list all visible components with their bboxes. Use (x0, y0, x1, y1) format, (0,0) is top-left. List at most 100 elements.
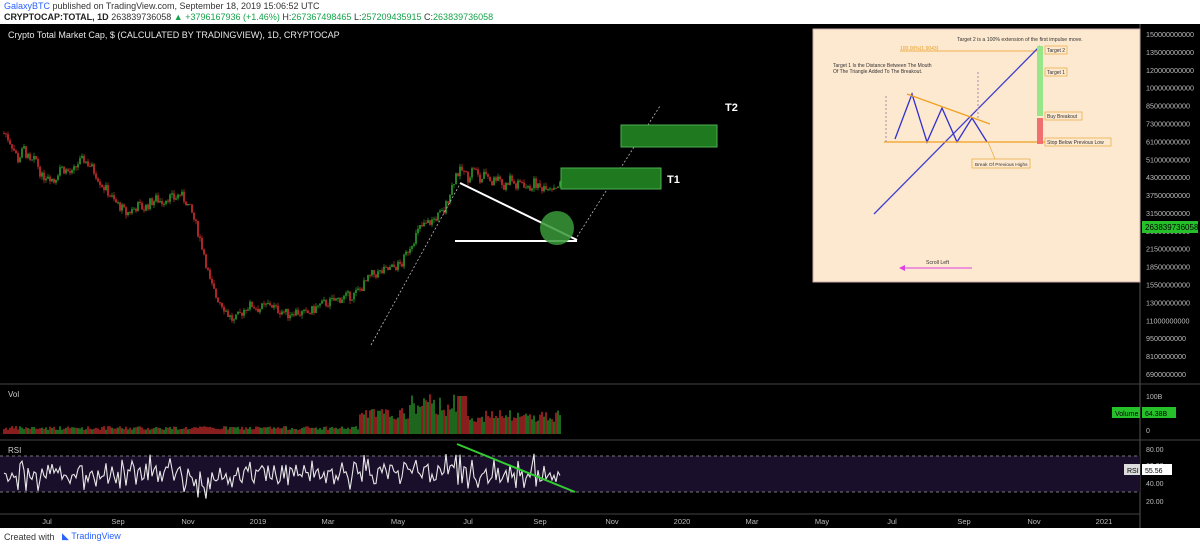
volume-bar (527, 415, 529, 434)
chart-svg[interactable]: Crypto Total Market Cap, $ (CALCULATED B… (0, 24, 1200, 528)
volume-bar (163, 429, 165, 434)
candle-body (435, 218, 437, 221)
volume-bar (85, 429, 87, 434)
price-tick-label: 135000000000 (1146, 48, 1194, 57)
volume-bar (83, 429, 85, 434)
volume-bar (77, 427, 79, 434)
volume-bar (45, 427, 47, 434)
volume-bar (489, 417, 491, 434)
time-axis[interactable]: Jul Sep Nov 2019 Mar May Jul Sep Nov 2020 Mar May Ju… (42, 517, 1112, 526)
volume-bar (237, 426, 239, 434)
volume-bar (221, 428, 223, 434)
volume-bar (355, 426, 357, 434)
candle-body (243, 309, 245, 316)
volume-bar (51, 428, 53, 434)
price-tick-label: 31500000000 (1146, 209, 1190, 218)
candle-body (51, 178, 53, 182)
volume-bar (75, 427, 77, 434)
volume-bar (357, 429, 359, 434)
target1-zone[interactable] (560, 167, 662, 190)
volume-bar (491, 411, 493, 434)
candle-body (415, 233, 417, 244)
price-axis[interactable]: 150000000000 135000000000 120000000000 1000… (1146, 30, 1194, 379)
volume-bar (59, 426, 61, 434)
candle-body (389, 266, 391, 270)
candle-body (333, 297, 335, 301)
candle-body (407, 251, 409, 253)
candle-body (323, 299, 325, 301)
volume-bar (159, 428, 161, 434)
candle-body (465, 171, 467, 173)
volume-bar (187, 429, 189, 434)
volume-bar (365, 410, 367, 434)
candle-body (119, 202, 121, 211)
price-tick-label: 8100000000 (1146, 352, 1186, 361)
volume-bar (419, 406, 421, 434)
tradingview-logo[interactable]: ◣ TradingView (62, 531, 121, 541)
candle-body (7, 134, 9, 141)
candle-body (179, 194, 181, 196)
volume-bar (113, 428, 115, 434)
candle-body (307, 310, 309, 313)
candle-body (367, 275, 369, 282)
rsi-tick-label: 20.00 (1146, 499, 1164, 506)
rsi-last-badge (1142, 464, 1172, 475)
author-link[interactable]: GalaxyBTC (4, 1, 51, 11)
candle-body (517, 180, 519, 189)
candle-body (339, 297, 341, 303)
candle-body (133, 208, 135, 210)
rsi-trendline[interactable] (456, 443, 576, 493)
candle-body (211, 278, 213, 284)
volume-bar (301, 428, 303, 434)
candle-body (43, 172, 45, 181)
volume-bar (367, 417, 369, 434)
candle-body (547, 189, 549, 191)
inset-target1-label: Target 1 (1047, 70, 1065, 76)
candle-body (411, 246, 413, 249)
candle-body (477, 169, 479, 175)
inset-diagram[interactable]: Target 2 is a 100% extension of the firs… (812, 28, 1141, 283)
candle-body (521, 182, 523, 184)
candle-body (311, 306, 313, 314)
inset-stop-box (1044, 137, 1112, 147)
symbol-line: CRYPTOCAP:TOTAL, 1D 263839736058 ▲ +3796… (4, 12, 493, 23)
candle-body (511, 175, 513, 182)
candle-body (65, 169, 67, 174)
target2-zone[interactable] (620, 124, 718, 148)
volume-bar (259, 427, 261, 434)
volume-bar (483, 421, 485, 434)
volume-bar (361, 413, 363, 434)
candle-body (99, 181, 101, 185)
volume-bar (27, 428, 29, 434)
candle-body (469, 177, 471, 183)
volume-bar (197, 427, 199, 434)
volume-bar (369, 410, 371, 434)
volume-bar (131, 429, 133, 434)
candle-body (331, 297, 333, 299)
candle-body (431, 219, 433, 225)
volume-bar (123, 429, 125, 434)
volume-bar (71, 427, 73, 434)
volume-bar (447, 404, 449, 434)
candle-body (509, 175, 511, 185)
volume-bar (57, 429, 59, 434)
candle-body (397, 261, 399, 271)
impulse-dotted-line[interactable] (370, 183, 461, 346)
volume-bar (441, 410, 443, 434)
chart-area[interactable]: Crypto Total Market Cap, $ (CALCULATED B… (0, 24, 1200, 528)
candle-body (17, 153, 19, 163)
volume-bar (331, 426, 333, 434)
time-tick-label: Jul (42, 517, 52, 526)
breakout-circle[interactable] (540, 211, 574, 245)
candle-body (291, 314, 293, 316)
volume-bar (393, 418, 395, 434)
candle-body (229, 315, 231, 317)
volume-bar (207, 427, 209, 434)
last-price-badge (1142, 221, 1198, 233)
candle-body (187, 203, 189, 206)
volume-bar (73, 427, 75, 434)
candle-body (303, 309, 305, 312)
volume-bar (129, 427, 131, 434)
candle-body (529, 186, 531, 191)
volume-badge (1112, 407, 1140, 418)
